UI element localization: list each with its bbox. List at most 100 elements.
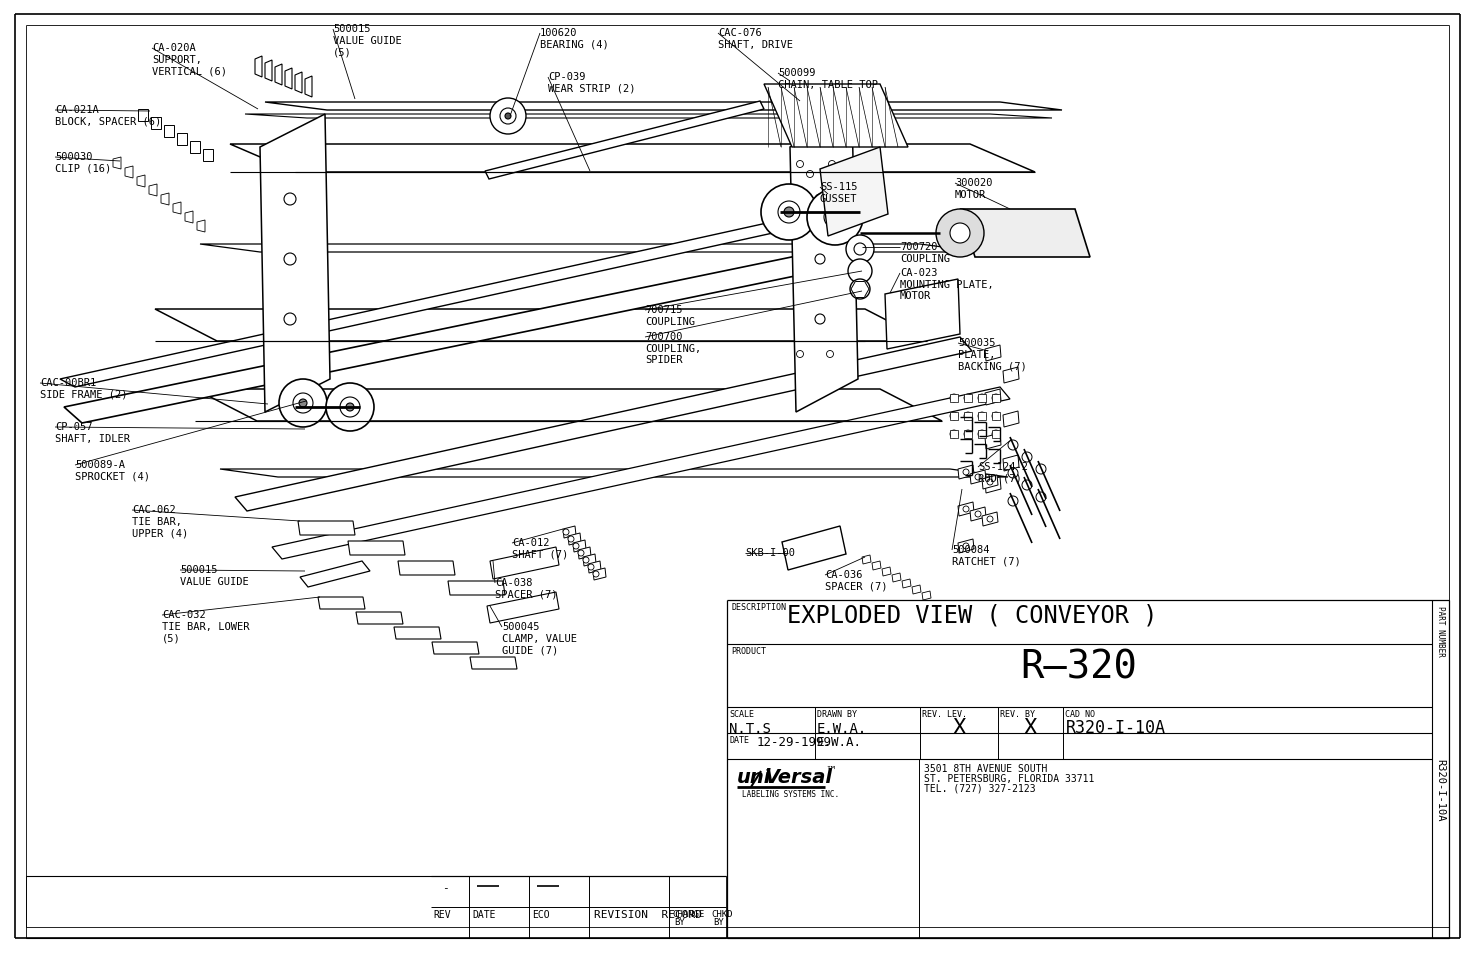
- Circle shape: [825, 207, 847, 229]
- Polygon shape: [782, 526, 847, 571]
- Polygon shape: [957, 502, 974, 517]
- Circle shape: [963, 470, 969, 476]
- Circle shape: [777, 202, 799, 224]
- Polygon shape: [230, 145, 1035, 172]
- Text: DATE: DATE: [472, 909, 496, 919]
- Polygon shape: [260, 115, 330, 413]
- Text: LABELING SYSTEMS INC.: LABELING SYSTEMS INC.: [742, 789, 839, 799]
- Polygon shape: [173, 203, 181, 214]
- Polygon shape: [563, 526, 577, 538]
- Text: SCALE: SCALE: [729, 709, 754, 719]
- Polygon shape: [60, 220, 799, 388]
- Circle shape: [500, 109, 516, 125]
- Polygon shape: [985, 477, 1002, 494]
- Circle shape: [285, 253, 296, 266]
- Circle shape: [504, 113, 510, 120]
- Text: ™: ™: [825, 765, 836, 775]
- Polygon shape: [978, 413, 985, 420]
- Polygon shape: [274, 65, 282, 86]
- Text: CA-023
MOUNTING PLATE,
MOTOR: CA-023 MOUNTING PLATE, MOTOR: [900, 268, 994, 301]
- Polygon shape: [985, 434, 1002, 450]
- Circle shape: [294, 394, 313, 414]
- Text: 300020
MOTOR: 300020 MOTOR: [954, 178, 993, 199]
- Polygon shape: [982, 476, 999, 490]
- Text: X: X: [953, 718, 966, 738]
- Text: 500015
VALUE GUIDE
(5): 500015 VALUE GUIDE (5): [333, 24, 401, 57]
- Polygon shape: [957, 539, 974, 554]
- Polygon shape: [912, 585, 920, 595]
- Polygon shape: [137, 175, 145, 188]
- Text: CA-021A
BLOCK, SPACER (6): CA-021A BLOCK, SPACER (6): [55, 105, 161, 127]
- Circle shape: [993, 395, 1000, 402]
- Polygon shape: [950, 413, 957, 420]
- Circle shape: [572, 543, 580, 550]
- Text: DRAWN BY: DRAWN BY: [817, 709, 857, 719]
- Polygon shape: [355, 613, 403, 624]
- Polygon shape: [903, 579, 912, 588]
- Polygon shape: [957, 465, 974, 479]
- Circle shape: [848, 260, 872, 284]
- Polygon shape: [978, 431, 985, 438]
- Text: 500084
RATCHET (7): 500084 RATCHET (7): [951, 544, 1021, 566]
- Text: CAC-076
SHAFT, DRIVE: CAC-076 SHAFT, DRIVE: [718, 28, 794, 50]
- Polygon shape: [255, 57, 263, 78]
- Text: TEL. (727) 327-2123: TEL. (727) 327-2123: [923, 783, 1035, 793]
- Polygon shape: [583, 555, 596, 566]
- Polygon shape: [872, 561, 881, 571]
- Text: -: -: [441, 882, 448, 892]
- Text: N.T.S: N.T.S: [729, 721, 771, 735]
- Circle shape: [347, 403, 354, 412]
- Circle shape: [326, 384, 375, 432]
- Polygon shape: [125, 167, 133, 179]
- Polygon shape: [978, 395, 985, 402]
- Text: CAC-032
TIE BAR, LOWER
(5): CAC-032 TIE BAR, LOWER (5): [162, 609, 249, 642]
- Circle shape: [850, 280, 870, 299]
- Circle shape: [937, 210, 984, 257]
- Polygon shape: [861, 556, 872, 564]
- Polygon shape: [150, 118, 161, 130]
- Text: PART NUMBER: PART NUMBER: [1435, 605, 1444, 657]
- Polygon shape: [892, 574, 901, 582]
- Text: Versal: Versal: [766, 767, 833, 786]
- Polygon shape: [572, 540, 586, 553]
- Circle shape: [807, 190, 863, 246]
- Polygon shape: [568, 534, 581, 545]
- Text: BY: BY: [712, 917, 724, 926]
- Polygon shape: [198, 221, 205, 233]
- Circle shape: [785, 208, 794, 218]
- Circle shape: [1035, 493, 1046, 502]
- Polygon shape: [1003, 368, 1019, 384]
- Text: 500089-A
SPROCKET (4): 500089-A SPROCKET (4): [75, 459, 150, 481]
- Circle shape: [568, 537, 574, 542]
- Text: uni: uni: [738, 767, 771, 786]
- Polygon shape: [161, 193, 170, 206]
- Circle shape: [965, 431, 972, 438]
- Circle shape: [963, 543, 969, 550]
- Polygon shape: [177, 133, 187, 146]
- Polygon shape: [485, 102, 764, 180]
- Circle shape: [987, 517, 993, 522]
- Circle shape: [299, 399, 307, 408]
- Polygon shape: [63, 248, 858, 423]
- Circle shape: [978, 395, 985, 402]
- Polygon shape: [195, 390, 943, 421]
- Text: CA-038
SPACER (7): CA-038 SPACER (7): [496, 578, 558, 599]
- Text: CA-036
SPACER (7): CA-036 SPACER (7): [825, 569, 888, 591]
- Text: CHANGE: CHANGE: [673, 909, 704, 918]
- Text: ST. PETERSBURG, FLORIDA 33711: ST. PETERSBURG, FLORIDA 33711: [923, 773, 1094, 783]
- Polygon shape: [791, 115, 858, 413]
- Polygon shape: [578, 547, 591, 559]
- Text: REVISION  RECORD: REVISION RECORD: [594, 909, 702, 919]
- Circle shape: [978, 431, 985, 438]
- Text: CA-012
SHAFT (7): CA-012 SHAFT (7): [512, 537, 568, 559]
- Circle shape: [1007, 497, 1018, 506]
- Text: SS-115
GUSSET: SS-115 GUSSET: [820, 182, 857, 203]
- Circle shape: [1022, 453, 1032, 462]
- Circle shape: [950, 413, 957, 420]
- Circle shape: [847, 235, 875, 264]
- Circle shape: [816, 254, 825, 265]
- Circle shape: [589, 564, 594, 571]
- Circle shape: [563, 530, 569, 536]
- Circle shape: [1022, 480, 1032, 491]
- Circle shape: [341, 397, 360, 417]
